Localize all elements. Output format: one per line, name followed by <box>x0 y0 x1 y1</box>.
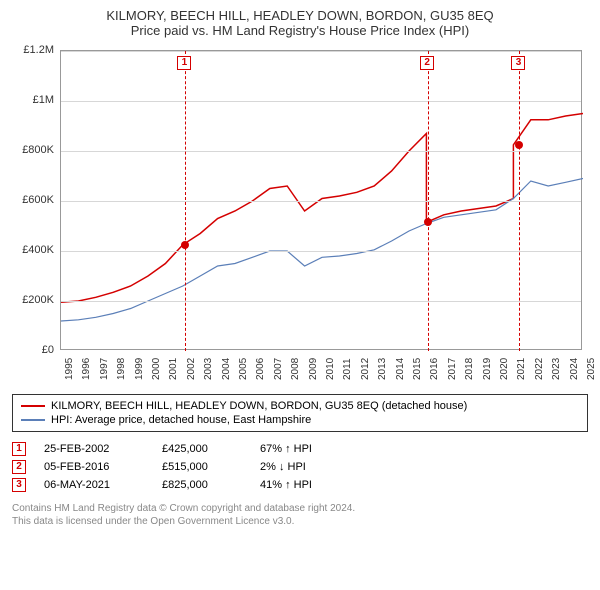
footer: Contains HM Land Registry data © Crown c… <box>12 502 588 528</box>
event-date: 05-FEB-2016 <box>44 461 144 473</box>
x-tick-label: 2006 <box>255 358 266 380</box>
marker-dot <box>424 218 432 226</box>
x-tick-label: 2020 <box>499 358 510 380</box>
legend-swatch <box>21 419 45 421</box>
x-tick-label: 2001 <box>168 358 179 380</box>
marker-box: 3 <box>511 56 525 70</box>
event-marker-box: 1 <box>12 442 26 456</box>
series-line <box>61 114 583 303</box>
legend: KILMORY, BEECH HILL, HEADLEY DOWN, BORDO… <box>12 394 588 432</box>
marker-box: 2 <box>420 56 434 70</box>
x-tick-label: 2012 <box>360 358 371 380</box>
y-tick-label: £600K <box>12 194 54 206</box>
y-tick-label: £200K <box>12 294 54 306</box>
y-tick-label: £400K <box>12 244 54 256</box>
x-tick-label: 1997 <box>99 358 110 380</box>
marker-dot <box>181 241 189 249</box>
gridline <box>61 251 581 252</box>
chart-container: KILMORY, BEECH HILL, HEADLEY DOWN, BORDO… <box>0 0 600 536</box>
legend-row: KILMORY, BEECH HILL, HEADLEY DOWN, BORDO… <box>21 399 579 413</box>
x-tick-label: 2017 <box>447 358 458 380</box>
x-tick-label: 1995 <box>64 358 75 380</box>
x-tick-label: 2014 <box>395 358 406 380</box>
x-tick-label: 2011 <box>342 358 353 380</box>
x-tick-label: 2009 <box>308 358 319 380</box>
title-line-2: Price paid vs. HM Land Registry's House … <box>12 23 588 38</box>
marker-line <box>428 51 429 351</box>
gridline <box>61 301 581 302</box>
x-tick-label: 1996 <box>81 358 92 380</box>
x-tick-label: 2021 <box>516 358 527 380</box>
x-tick-label: 2022 <box>534 358 545 380</box>
series-line <box>61 179 583 322</box>
event-price: £515,000 <box>162 461 242 473</box>
gridline <box>61 201 581 202</box>
x-tick-label: 2013 <box>377 358 388 380</box>
marker-dot <box>515 141 523 149</box>
x-tick-label: 2015 <box>412 358 423 380</box>
x-tick-label: 1998 <box>116 358 127 380</box>
marker-box: 1 <box>177 56 191 70</box>
legend-swatch <box>21 405 45 407</box>
legend-label: HPI: Average price, detached house, East… <box>51 414 311 426</box>
x-tick-label: 2005 <box>238 358 249 380</box>
y-tick-label: £0 <box>12 344 54 356</box>
footer-line-2: This data is licensed under the Open Gov… <box>12 515 588 528</box>
y-tick-label: £1M <box>12 94 54 106</box>
marker-line <box>519 51 520 351</box>
x-tick-label: 2002 <box>186 358 197 380</box>
gridline <box>61 101 581 102</box>
title-block: KILMORY, BEECH HILL, HEADLEY DOWN, BORDO… <box>12 8 588 38</box>
event-row: 2 05-FEB-2016 £515,000 2% ↓ HPI <box>12 458 588 476</box>
x-tick-label: 2007 <box>273 358 284 380</box>
event-pct: 41% ↑ HPI <box>260 479 360 491</box>
x-tick-label: 2010 <box>325 358 336 380</box>
event-date: 06-MAY-2021 <box>44 479 144 491</box>
event-marker-box: 2 <box>12 460 26 474</box>
plot-region <box>60 50 582 350</box>
x-tick-label: 2024 <box>569 358 580 380</box>
marker-line <box>185 51 186 351</box>
chart-area: £0 £200K £400K £600K £800K £1M £1.2M 1995 1996 19… <box>12 44 588 384</box>
y-tick-label: £800K <box>12 144 54 156</box>
x-tick-label: 2004 <box>221 358 232 380</box>
x-tick-label: 2025 <box>586 358 597 380</box>
x-tick-label: 2019 <box>482 358 493 380</box>
gridline <box>61 51 581 52</box>
footer-line-1: Contains HM Land Registry data © Crown c… <box>12 502 588 515</box>
title-line-1: KILMORY, BEECH HILL, HEADLEY DOWN, BORDO… <box>12 8 588 23</box>
event-date: 25-FEB-2002 <box>44 443 144 455</box>
x-tick-label: 2003 <box>203 358 214 380</box>
x-tick-label: 2008 <box>290 358 301 380</box>
event-row: 1 25-FEB-2002 £425,000 67% ↑ HPI <box>12 440 588 458</box>
y-tick-label: £1.2M <box>12 44 54 56</box>
x-tick-label: 2023 <box>551 358 562 380</box>
x-tick-label: 2018 <box>464 358 475 380</box>
legend-row: HPI: Average price, detached house, East… <box>21 413 579 427</box>
event-list: 1 25-FEB-2002 £425,000 67% ↑ HPI 2 05-FEB-201… <box>12 440 588 494</box>
gridline <box>61 151 581 152</box>
event-pct: 2% ↓ HPI <box>260 461 360 473</box>
event-row: 3 06-MAY-2021 £825,000 41% ↑ HPI <box>12 476 588 494</box>
legend-label: KILMORY, BEECH HILL, HEADLEY DOWN, BORDO… <box>51 400 467 412</box>
x-tick-label: 2016 <box>429 358 440 380</box>
event-marker-box: 3 <box>12 478 26 492</box>
x-tick-label: 2000 <box>151 358 162 380</box>
event-price: £425,000 <box>162 443 242 455</box>
event-price: £825,000 <box>162 479 242 491</box>
x-tick-label: 1999 <box>134 358 145 380</box>
event-pct: 67% ↑ HPI <box>260 443 360 455</box>
